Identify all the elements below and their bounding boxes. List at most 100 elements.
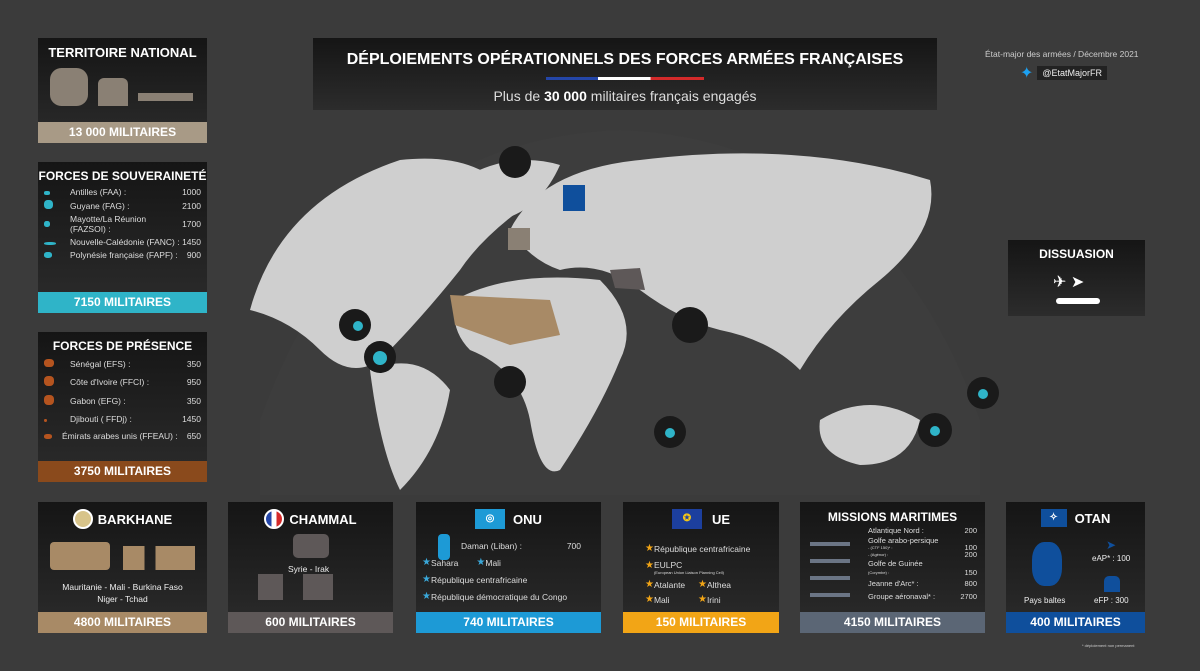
item-value: 800 [964,578,977,588]
souverainete-item: Antilles (FAA) : 1000 [44,187,201,197]
south-america [370,363,450,490]
item-label: Nouvelle-Calédonie (FANC) : [70,237,180,247]
maritime-item: - (Agénor) : 200 [868,551,977,559]
efp-label: eFP : 300 [1094,596,1129,605]
presence-panel: FORCES DE PRÉSENCE Sénégal (EFS) : 350 Cô… [38,332,207,482]
barkhane-zone [450,295,560,345]
item-label: Côte d'Ivoire (FFCI) : [70,377,150,387]
barkhane-emblem-icon [72,509,93,529]
item-sublabel: - (Agénor) : [868,552,889,557]
maritime-item: Atlantique Nord : 200 [868,526,977,536]
australia [819,405,920,465]
item-label: Mayotte/La Réunion (FAZSOI) : [70,214,147,234]
ship-marker-gulf-guinea [494,366,526,398]
star-icon: ★ [476,557,486,568]
maritime-item: - (CTF 150)* : 100 [868,543,977,552]
chammal-countries: Syrie - Irak [288,564,330,574]
star-icon: ★ [645,560,654,571]
item-sublabel: (Corymbe) : [868,569,890,575]
territoire-total: 13 000 MILITAIRES [38,122,207,143]
ue-mission-row: ★ Atalante ★ Althea [645,579,779,590]
subtitle-pre: Plus de [493,88,545,104]
presence-item: Côte d'Ivoire (FFCI) : 950 [44,376,201,388]
item-label: Gabon (EFG) : [70,396,126,406]
item-label: Guyane (FAG) : [70,200,130,211]
otan-region: Pays baltes [1024,596,1066,605]
presence-title: FORCES DE PRÉSENCE [52,339,193,353]
twitter-handle[interactable]: ✦ @EtatMajorFR [1020,63,1108,83]
souverainete-item: Guyane (FAG) : 2100 [44,200,201,211]
djibouti-icon [44,419,47,422]
territoire-national-panel: TERRITOIRE NATIONAL 13 000 MILITAIRES [38,38,207,143]
page-title: DÉPLOIEMENTS OPÉRATIONNELS DES FORCES AR… [346,51,904,68]
onu-mission: Sahara [430,557,459,568]
ue-mission-row: ★ EULPC (European Union Liaison Planning C… [645,560,779,575]
aircraft-soldiers-icon [123,546,195,570]
barkhane-countries-2: Niger - Tchad [97,594,148,604]
star-icon: ★ [645,594,654,605]
eap-label: eAP* : 100 [1092,554,1131,563]
aircraft-icon: ✈ ➤ [1053,274,1085,291]
maritime-list: Atlantique Nord : 200 Golfe arabo-persiqu… [868,526,977,602]
onu-mission-row: ★ Sahara ★ Mali [422,557,595,568]
item-value: 200 [964,526,977,535]
guyane-shape [373,351,387,365]
item-value: 100 [964,543,977,552]
mayotte-shape [665,428,675,438]
otan-panel: ✧ OTAN ➤ eAP* : 100 Pays baltes eFP : 300… [1006,502,1145,633]
eurasia [510,153,932,370]
daman-row: Daman (Liban) : 700 [461,541,581,551]
nato-flag-icon: ✧ [1040,509,1067,527]
presence-total: 3750 MILITAIRES [38,461,207,482]
antilles-icon [44,191,50,195]
chammal-total: 600 MILITAIRES [228,612,393,633]
item-value: 1700 [182,219,201,229]
item-value: 950 [186,377,201,387]
twitter-label: @EtatMajorFR [1037,66,1108,80]
ship-marker-indian-ocean [672,307,708,343]
star-icon: ★ [645,543,654,554]
souverainete-total: 7150 MILITAIRES [38,292,207,313]
soldiers-icon [98,78,128,106]
onu-title: ONU [513,511,542,527]
france-highlight [508,228,530,250]
souverainete-panel: FORCES DE SOUVERAINETÉ Antilles (FAA) : 1… [38,162,207,313]
north-america [250,158,520,368]
onu-panel: ◎ ONU Daman (Liban) :700 ★ Sahara ★ Mali ★ Ré… [416,502,601,633]
onu-mission: République centrafricaine [430,574,528,585]
dissuasion-title: DISSUASION [1039,247,1114,261]
dissuasion-panel: DISSUASION ✈ ➤ [1008,240,1145,316]
ue-mission-row: ★ République centrafricaine [645,543,779,554]
maritime-panel: MISSIONS MARITIMES Atlantique Nord : 200 … [800,502,985,633]
presence-item: Sénégal (EFS) : 350 [44,359,201,369]
sahel-map-icon [50,542,110,570]
guyane-icon [44,200,53,209]
item-label: Polynésie française (FAPF) : [70,250,178,260]
ue-header: ✪ UE [623,502,779,529]
barkhane-title: BARKHANE [97,511,173,527]
item-value: 150 [964,567,977,577]
onu-mission-row: ★ République démocratique du Congo [422,591,595,602]
item-label: Sénégal (EFS) : [70,359,131,369]
presence-item: Gabon (EFG) : 350 [44,395,201,407]
ue-mission: République centrafricaine [653,543,751,554]
eu-flag-icon: ✪ [671,509,702,529]
emirats-icon [44,434,52,439]
ue-mission: Mali [653,594,670,605]
item-value: 200 [964,550,977,559]
subtitle-count: 30 000 [544,88,587,104]
souverainete-item: Mayotte/La Réunion (FAZSOI) : 1700 [44,214,201,234]
chammal-header: CHAMMAL [228,502,393,529]
item-label: Antilles (FAA) : [70,187,127,197]
item-value: 2100 [182,200,201,211]
ships-icon [810,532,850,610]
onu-header: ◎ ONU [416,502,601,529]
ue-panel: ✪ UE ★ République centrafricaine ★ EULPC (Eu… [623,502,779,633]
subtitle: Plus de 30 000 militaires français engag… [313,88,937,104]
territoire-title: TERRITOIRE NATIONAL [48,45,197,60]
daman-label: Daman (Liban) : [461,541,522,551]
source-label: État-major des armées / Décembre 2021 [985,49,1139,59]
polynesie-shape [978,389,988,399]
item-label: Golfe arabo-persique [868,535,939,545]
maritime-item: Jeanne d'Arc* : 800 [868,579,977,589]
